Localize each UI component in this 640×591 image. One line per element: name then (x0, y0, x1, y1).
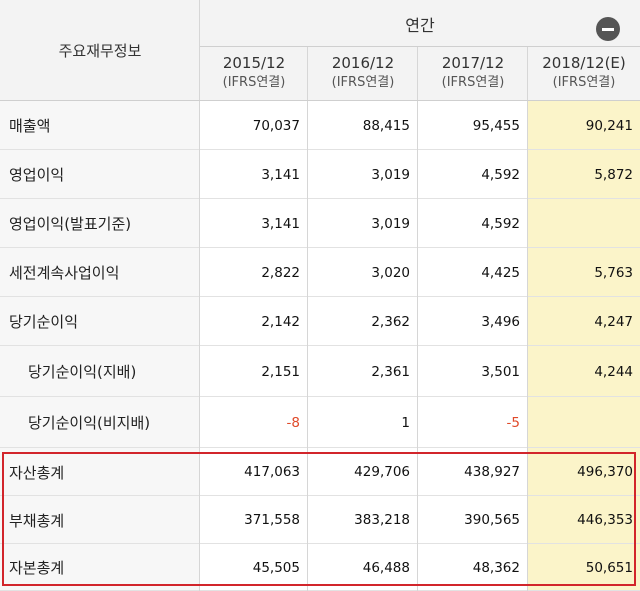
value-cell: 88,415 (308, 101, 417, 150)
value-cell: 496,370 (528, 448, 640, 496)
period-header: 2018/12(E) (IFRS연결) (528, 47, 640, 101)
value-cell: 4,247 (528, 297, 640, 346)
period-year: 2016/12 (331, 54, 395, 72)
row-label: 영업이익 (0, 150, 199, 199)
minus-circle-icon[interactable] (596, 17, 620, 41)
row-label: 자본총계 (0, 544, 199, 591)
period-year: 2015/12 (222, 54, 286, 72)
period-year: 2018/12(E) (542, 54, 626, 72)
period-basis: (IFRS연결) (441, 75, 505, 90)
value-cell: 417,063 (200, 448, 307, 496)
value-cell: 46,488 (308, 544, 417, 591)
row-label: 당기순이익(비지배) (0, 397, 199, 448)
value-cell: 95,455 (418, 101, 527, 150)
value-cell: 3,496 (418, 297, 527, 346)
value-cell: -5 (418, 397, 527, 448)
value-cell: 3,019 (308, 150, 417, 199)
value-cell: 446,353 (528, 496, 640, 544)
value-cell: 2,151 (200, 346, 307, 397)
value-cell: 48,362 (418, 544, 527, 591)
value-cell: 3,020 (308, 248, 417, 297)
period-year: 2017/12 (441, 54, 505, 72)
value-cell: 3,141 (200, 150, 307, 199)
row-label: 당기순이익(지배) (0, 346, 199, 397)
annual-label: 연간 (200, 0, 640, 47)
corner-label: 주요재무정보 (0, 0, 200, 101)
row-label: 세전계속사업이익 (0, 248, 199, 297)
row-label: 자산총계 (0, 448, 199, 496)
period-header: 2016/12 (IFRS연결) (308, 47, 418, 101)
value-cell: 3,019 (308, 199, 417, 248)
value-cell: 5,763 (528, 248, 640, 297)
value-cell: 5,872 (528, 150, 640, 199)
value-cell: 4,592 (418, 150, 527, 199)
value-cell (528, 397, 640, 448)
value-cell: 3,141 (200, 199, 307, 248)
value-cell: 4,425 (418, 248, 527, 297)
value-cell: 4,592 (418, 199, 527, 248)
value-cell: 383,218 (308, 496, 417, 544)
period-header: 2015/12 (IFRS연결) (200, 47, 308, 101)
value-cell: 438,927 (418, 448, 527, 496)
value-cell: -8 (200, 397, 307, 448)
value-cell: 50,651 (528, 544, 640, 591)
value-cell (528, 199, 640, 248)
value-cell: 90,241 (528, 101, 640, 150)
value-cell: 3,501 (418, 346, 527, 397)
value-cell: 2,361 (308, 346, 417, 397)
value-cell: 1 (308, 397, 417, 448)
value-cell: 371,558 (200, 496, 307, 544)
row-label: 매출액 (0, 101, 199, 150)
row-label: 영업이익(발표기준) (0, 199, 199, 248)
value-cell: 70,037 (200, 101, 307, 150)
period-header: 2017/12 (IFRS연결) (418, 47, 528, 101)
value-cell: 4,244 (528, 346, 640, 397)
period-basis: (IFRS연결) (222, 75, 286, 90)
value-cell: 429,706 (308, 448, 417, 496)
value-cell: 45,505 (200, 544, 307, 591)
row-label: 당기순이익 (0, 297, 199, 346)
value-cell: 390,565 (418, 496, 527, 544)
value-cell: 2,822 (200, 248, 307, 297)
value-cell: 2,362 (308, 297, 417, 346)
row-label: 부채총계 (0, 496, 199, 544)
value-cell: 2,142 (200, 297, 307, 346)
period-basis: (IFRS연결) (552, 75, 616, 90)
period-basis: (IFRS연결) (331, 75, 395, 90)
